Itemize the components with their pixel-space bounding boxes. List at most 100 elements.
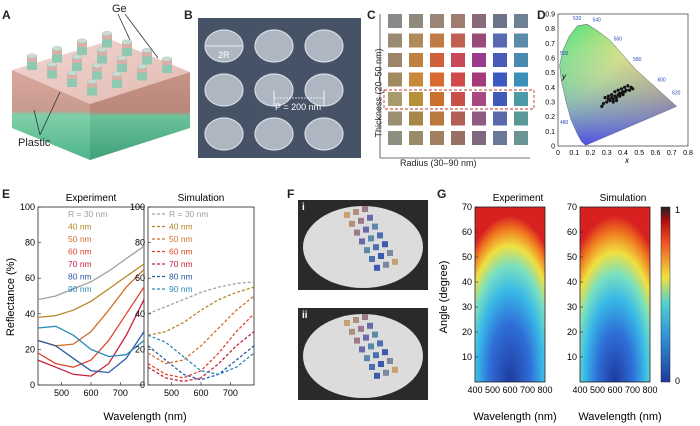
photo-i-label: i <box>302 202 305 213</box>
photo-swatch <box>349 328 355 335</box>
photo-swatch <box>377 340 383 347</box>
photo-swatch <box>369 256 375 262</box>
photo-swatch <box>382 241 388 248</box>
cie-x-tick: 0.3 <box>602 150 612 157</box>
e-series-sim <box>147 334 255 375</box>
e-y-tick: 60 <box>25 273 35 283</box>
e-x-tick: 600 <box>83 388 98 398</box>
photo-swatch <box>364 247 370 254</box>
cie-point <box>619 87 623 91</box>
color-swatch <box>430 53 444 67</box>
color-swatch <box>493 72 507 87</box>
sem-disk <box>304 29 344 63</box>
color-swatch <box>493 111 507 126</box>
g-heatmap-exp <box>475 207 545 382</box>
color-swatch <box>388 33 402 48</box>
color-swatch <box>472 33 486 48</box>
cie-point <box>603 96 607 100</box>
cie-y-tick: 0 <box>551 144 555 151</box>
cie-y-tick: 0.1 <box>545 129 555 136</box>
ge-cylinder-cap <box>87 81 97 88</box>
ge-cylinder-body <box>27 56 37 70</box>
color-swatch <box>430 33 444 48</box>
e-y-tick: 40 <box>25 309 35 319</box>
ge-cylinder-cap <box>162 59 172 65</box>
g-x-tick: 600 <box>502 385 517 395</box>
g-heatmap-sim <box>580 207 650 382</box>
cie-point <box>611 100 615 104</box>
color-swatch <box>451 14 465 28</box>
e-legend-label: 80 nm <box>169 272 193 282</box>
photo-swatch <box>363 334 369 341</box>
cie-x-tick: 0.8 <box>683 150 693 157</box>
cie-point <box>614 98 619 103</box>
e-x-tick: 700 <box>113 388 128 398</box>
g-axes-box-exp <box>474 206 546 383</box>
e-legend-label: 60 nm <box>68 247 92 257</box>
panel-letter-g: G <box>437 187 447 201</box>
g-y-tick: 10 <box>567 352 577 362</box>
cie-y-tick: 0.4 <box>545 85 555 92</box>
ge-cylinder-top <box>111 71 123 77</box>
c-xlabel: Radius (30–90 nm) <box>400 158 477 168</box>
photo-swatch <box>354 229 360 236</box>
cie-point <box>606 94 610 98</box>
photo-swatch <box>368 235 374 242</box>
color-swatch <box>493 14 507 28</box>
cie-y-tick: 0.9 <box>545 12 555 19</box>
g-y-tick: 70 <box>462 202 472 212</box>
e-series-sim <box>147 286 255 336</box>
photo-ii-label: ii <box>302 310 308 321</box>
g-y-tick: 60 <box>462 227 472 237</box>
ge-cylinder-top <box>161 56 173 62</box>
color-swatch <box>514 14 528 28</box>
e-series-exp <box>37 245 145 301</box>
g-y-tick: 60 <box>567 227 577 237</box>
panel-a-schematic <box>12 13 190 160</box>
g-colorbar-min: 0 <box>675 376 680 386</box>
g-x-tick: 600 <box>607 385 622 395</box>
color-swatch <box>493 131 507 145</box>
photo-swatch <box>364 355 370 362</box>
cie-x-tick: 0.4 <box>618 150 628 157</box>
e-series-exp <box>37 331 145 374</box>
ge-cylinder-top <box>91 63 103 68</box>
g-x-label-exp: Wavelength (nm) <box>473 411 556 423</box>
ge-cylinder-body <box>162 59 172 73</box>
cie-locus-label: 560 <box>614 36 623 42</box>
photo-swatch <box>353 209 359 215</box>
cie-point <box>606 97 610 101</box>
e-y-tick: 40 <box>135 309 145 319</box>
photo-swatch <box>358 217 364 224</box>
cie-x-tick: 0 <box>556 150 560 157</box>
g-colorbar-max: 1 <box>675 205 680 215</box>
color-swatch <box>388 111 402 126</box>
color-swatch <box>451 92 465 106</box>
photo-swatch <box>344 212 350 218</box>
photo-swatch <box>344 320 350 326</box>
photo-swatch <box>367 214 373 221</box>
cie-point <box>623 90 627 94</box>
e-y-tick: 60 <box>135 273 145 283</box>
sem-image <box>198 18 361 158</box>
photo-swatch <box>363 226 369 233</box>
ge-cylinder-top <box>141 48 153 53</box>
g-y-tick: 50 <box>462 252 472 262</box>
cie-locus-label: 580 <box>633 57 642 63</box>
g-y-tick: 40 <box>462 277 472 287</box>
color-swatch <box>514 111 528 126</box>
cie-y-tick: 0.6 <box>545 56 555 63</box>
photo-swatch <box>382 349 388 356</box>
g-colorbar <box>660 206 671 383</box>
cie-x-tick: 0.1 <box>569 150 579 157</box>
cie-x-tick: 0.5 <box>634 150 644 157</box>
photo-swatch <box>359 346 365 353</box>
photo-swatch <box>373 244 379 251</box>
g-y-tick: 70 <box>567 202 577 212</box>
cie-point <box>613 90 617 94</box>
photo-ii <box>298 308 428 400</box>
photo-swatch <box>354 337 360 344</box>
wafer-disk <box>303 314 423 398</box>
photo-swatch <box>362 314 368 320</box>
color-swatch <box>472 111 486 126</box>
